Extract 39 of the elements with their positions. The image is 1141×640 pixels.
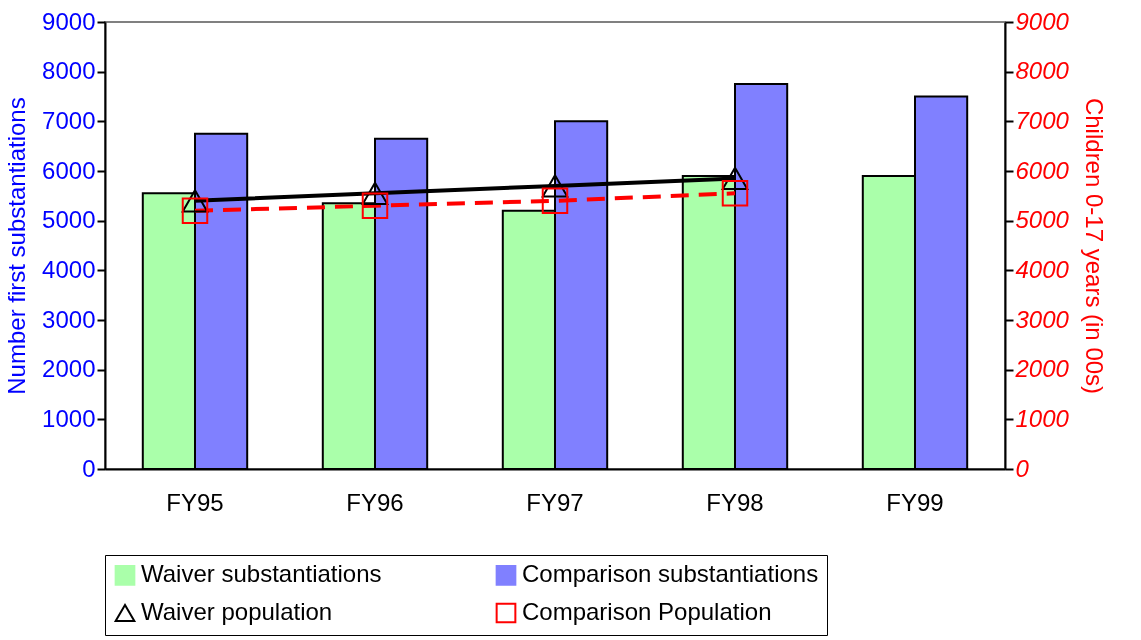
x-tick-label: FY97 — [526, 488, 584, 516]
y2-tick-label: 4000 — [1015, 255, 1070, 283]
y-tick-label: 8000 — [42, 57, 96, 85]
legend-label: Waiver population — [141, 598, 333, 625]
y2-tick-label: 2000 — [1014, 355, 1070, 383]
y-tick-label: 9000 — [42, 7, 96, 35]
y2-tick-label: 1000 — [1015, 404, 1070, 432]
y-tick-label: 2000 — [42, 355, 96, 383]
point — [541, 174, 569, 198]
y-tick-label: 1000 — [42, 404, 96, 432]
x-tick-label: FY99 — [886, 488, 944, 516]
y-tick-label: 0 — [82, 454, 96, 482]
point — [361, 181, 389, 205]
point — [721, 166, 749, 191]
x-tick-label: FY98 — [706, 488, 764, 516]
x-tick-label: FY96 — [346, 488, 404, 516]
point — [721, 180, 749, 207]
y2-tick-label: 3000 — [1015, 305, 1070, 333]
y-tick-label: 6000 — [42, 156, 96, 184]
y2-tick-label: 0 — [1015, 454, 1030, 482]
point — [181, 197, 209, 224]
y2-tick-label: 6000 — [1015, 156, 1070, 184]
legend-label: Comparison Population — [522, 598, 772, 625]
y-tick-label: 3000 — [42, 305, 96, 333]
y-tick-label: 7000 — [42, 106, 96, 134]
point — [181, 189, 209, 213]
legend-label: Waiver substantiations — [141, 560, 382, 588]
y2-tick-label: 5000 — [1015, 206, 1070, 234]
legend-label: Comparison substantiations — [522, 560, 819, 588]
y2-tick-label: 7000 — [1015, 106, 1070, 134]
point — [361, 192, 389, 220]
y-axis-title: Number first substantiations — [3, 97, 31, 395]
y2-axis-title: Children 0-17 years (in 00s) — [1080, 97, 1108, 395]
x-tick-label: FY95 — [166, 488, 224, 516]
y2-tick-label: 8000 — [1015, 57, 1070, 85]
y-tick-label: 5000 — [42, 206, 96, 234]
point — [541, 187, 569, 215]
y2-tick-label: 9000 — [1015, 7, 1070, 35]
y-tick-label: 4000 — [42, 255, 96, 283]
